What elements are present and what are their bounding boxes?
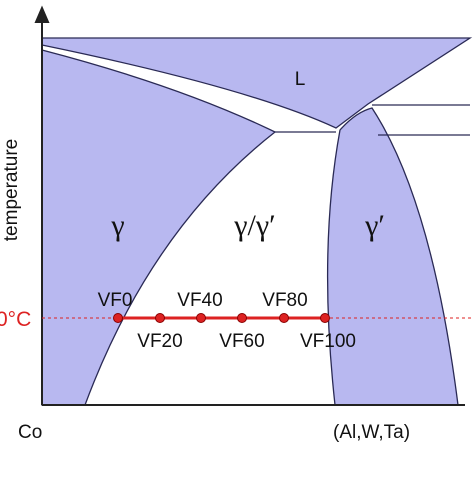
point-label: VF80 [262, 290, 307, 311]
phase-label: L [295, 69, 306, 90]
point [320, 313, 330, 323]
point-label: VF0 [98, 290, 133, 311]
phase-label: γ/γ′ [233, 209, 275, 242]
gamma-region [41, 49, 277, 406]
phase-label: γ′ [364, 209, 385, 242]
x-start-label: Co [18, 422, 42, 443]
point [279, 313, 289, 323]
point [237, 313, 247, 323]
point-label: VF20 [137, 331, 182, 352]
phase-regions [41, 37, 473, 406]
x-end-label: (Al,W,Ta) [333, 422, 410, 443]
point [155, 313, 165, 323]
phase-label: γ [110, 209, 124, 242]
point-label: VF40 [177, 290, 222, 311]
isotherm-label: 0°C [0, 308, 31, 331]
boundary-lines [372, 104, 470, 136]
liquid-region [41, 37, 473, 129]
axis-arrow [34, 5, 50, 23]
gamma-prime-region [326, 107, 459, 406]
point [113, 313, 123, 323]
y-axis-label: temperature [1, 139, 22, 241]
composition-points [113, 313, 330, 323]
axes [34, 5, 465, 406]
point-label: VF60 [219, 331, 264, 352]
point [196, 313, 206, 323]
point-label: VF100 [300, 331, 356, 352]
